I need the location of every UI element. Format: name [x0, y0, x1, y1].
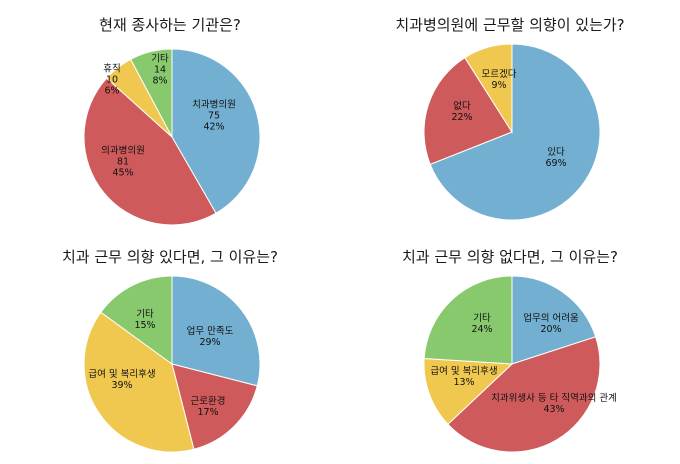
pie-slice	[83, 77, 217, 226]
slice-label-name: 업무의 어려움	[523, 312, 579, 324]
chart-title: 현재 종사하는 기관은?	[99, 16, 241, 34]
slice-label-percent: 22%	[451, 112, 472, 123]
pie-slice	[83, 311, 195, 453]
pie-panel-reasons-no: 치과 근무 의향 없다면, 그 이유는? 업무의 어려움 20% 치과위생사 등 타…	[340, 232, 680, 464]
slice-label-name: 급여 및 복리후생	[88, 368, 155, 380]
slice-label-percent: 15%	[134, 320, 155, 331]
slice-label-name: 치과위생사 등 타 직역과의 관계	[491, 392, 617, 404]
pie-slice	[511, 275, 597, 365]
slice-label-name: 치과병의원	[192, 99, 236, 111]
pie-slice	[429, 43, 601, 221]
slice-label-name: 기타	[151, 54, 169, 65]
slice-label-name: 기타	[473, 313, 491, 324]
slice-label-name: 있다	[547, 146, 565, 158]
slice-label-name: 급여 및 복리후생	[430, 365, 497, 377]
slice-label-name: 의과병의원	[101, 146, 145, 157]
slice-label-percent: 9%	[491, 80, 506, 91]
slice-label-name: 모르겠다	[482, 69, 517, 80]
pie-slice	[100, 275, 173, 365]
pie-panel-willingness: 치과병의원에 근무할 의향이 있는가? 있다 69% 없다 22% 모르겠다 9%	[340, 0, 680, 232]
slice-label-percent: 45%	[112, 168, 133, 179]
slice-label-percent: 29%	[199, 337, 220, 348]
chart-title: 치과 근무 의향 없다면, 그 이유는?	[402, 248, 618, 266]
slice-label-value: 75	[208, 111, 220, 122]
slice-label-percent: 13%	[453, 377, 474, 388]
slice-label-name: 휴직	[103, 64, 120, 75]
slice-label-percent: 6%	[104, 86, 119, 97]
slice-label-percent: 42%	[203, 122, 224, 133]
slice-label-value: 14	[154, 65, 166, 76]
pie-slice	[423, 357, 514, 425]
pie-slice	[130, 48, 173, 138]
pie-slice	[464, 43, 513, 134]
slice-label-percent: 20%	[540, 324, 561, 335]
chart-title: 치과병의원에 근무할 의향이 있는가?	[395, 16, 625, 34]
slice-label-percent: 24%	[471, 324, 492, 335]
pie-slice	[171, 363, 258, 450]
pie-panel-current-institution: 현재 종사하는 기관은? 치과병의원 75 42% 의과병의원 81 45% 휴직 10 6% 기…	[0, 0, 340, 232]
slice-label-name: 기타	[136, 309, 154, 320]
slice-label-name: 없다	[453, 100, 471, 112]
pie-slice	[423, 275, 513, 365]
slice-label-percent: 39%	[111, 380, 132, 391]
pie-slice	[423, 57, 513, 166]
slice-label-percent: 69%	[545, 158, 566, 169]
slice-label-value: 81	[117, 157, 129, 168]
slice-label-percent: 43%	[543, 404, 564, 415]
chart-title: 치과 근무 의향 있다면, 그 이유는?	[62, 248, 278, 266]
slice-label-value: 10	[106, 75, 118, 86]
pie-slice	[447, 336, 601, 453]
pie-slice	[171, 48, 261, 214]
pie-panel-reasons-yes: 치과 근무 의향 있다면, 그 이유는? 업무 만족도 29% 근로환경 17% 급여 …	[0, 232, 340, 464]
slice-label-name: 근로환경	[191, 395, 226, 407]
pie-slice	[171, 275, 261, 387]
slice-label-percent: 17%	[197, 407, 218, 418]
slice-label-percent: 8%	[152, 76, 167, 87]
slice-label-name: 업무 만족도	[187, 325, 234, 337]
